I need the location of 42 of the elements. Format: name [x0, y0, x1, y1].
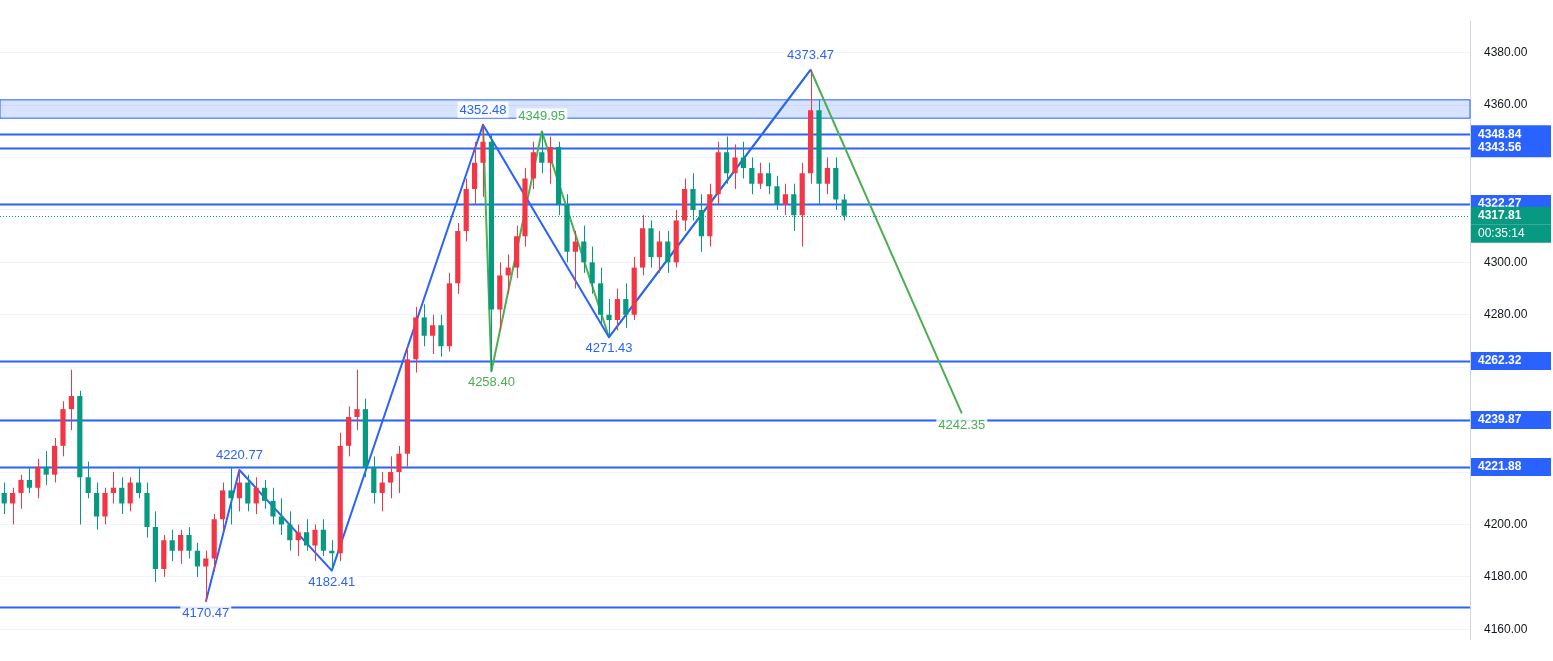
y-tick-label: 4160.00	[1484, 621, 1528, 636]
text: 00:35:14	[1478, 225, 1526, 240]
candlestick	[396, 445, 402, 494]
data-label: 4352.48	[459, 101, 507, 117]
ref-line-label: 4221.88	[1478, 459, 1522, 474]
data-label: 4258.40	[467, 374, 515, 390]
data-label: 4242.35	[938, 416, 986, 432]
candlestick	[144, 482, 150, 539]
candlestick	[732, 143, 738, 190]
candlestick	[648, 219, 654, 269]
candlestick	[354, 369, 360, 431]
candlestick	[18, 474, 24, 510]
candlestick	[690, 172, 696, 221]
data-label: 4349.95	[518, 108, 566, 124]
candlestick	[522, 167, 528, 248]
candlestick	[312, 523, 318, 562]
candlestick	[606, 298, 612, 338]
ref-line-label: 4343.56	[1478, 140, 1522, 155]
data-label: 4220.77	[215, 447, 263, 463]
candlestick	[564, 193, 570, 263]
y-tick-label: 4180.00	[1484, 569, 1528, 584]
data-label: 4271.43	[585, 340, 633, 356]
candlestick	[774, 175, 780, 211]
y-tick-label: 4280.00	[1484, 307, 1528, 322]
ref-line-label: 4348.84	[1478, 126, 1522, 141]
ref-line-label: 4239.87	[1478, 412, 1522, 427]
data-label: 4170.47	[182, 604, 230, 620]
ref-line-label: 4262.32	[1478, 353, 1522, 368]
data-label: 4373.47	[787, 46, 835, 62]
candlestick	[60, 400, 66, 457]
candlestick	[102, 487, 108, 525]
y-tick-label: 4380.00	[1484, 44, 1528, 59]
candlestick	[438, 314, 444, 358]
y-tick-label: 4300.00	[1484, 254, 1528, 269]
data-label: 4182.41	[308, 573, 356, 589]
candlestick	[186, 526, 192, 560]
y-tick-label: 4360.00	[1484, 97, 1528, 112]
candlestick	[480, 124, 486, 198]
candlestick	[228, 466, 234, 525]
candlestick	[270, 487, 276, 525]
y-tick-label: 4200.00	[1484, 516, 1528, 531]
candlestick	[816, 99, 822, 206]
